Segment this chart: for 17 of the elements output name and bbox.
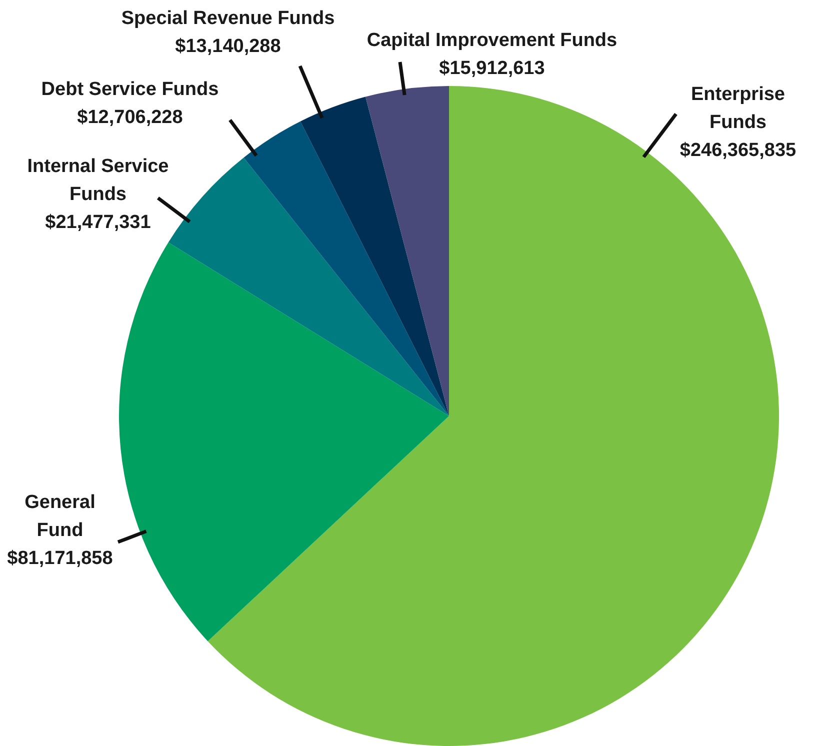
slice-label: General Fund (24, 492, 96, 541)
data-label: $15,912,613 (439, 58, 545, 79)
pie-slice (119, 242, 449, 642)
pie-slice (365, 86, 449, 416)
slice-label: Enterprise Funds (691, 84, 785, 133)
pie-slice (300, 96, 449, 416)
pie-slice (168, 158, 449, 416)
slice-label: Internal Service Funds (27, 156, 169, 205)
data-label: $12,706,228 (77, 107, 183, 128)
data-label: $21,477,331 (45, 212, 152, 233)
data-label: $246,365,835 (680, 140, 797, 161)
slice-label: Capital Improvement Funds (366, 30, 618, 51)
slice-label: Special Revenue Funds (121, 8, 335, 29)
slice-label: Debt Service Funds (41, 79, 219, 100)
data-label: $13,140,288 (175, 36, 281, 57)
pie-slice (244, 121, 449, 416)
data-label: $81,171,858 (7, 548, 113, 569)
